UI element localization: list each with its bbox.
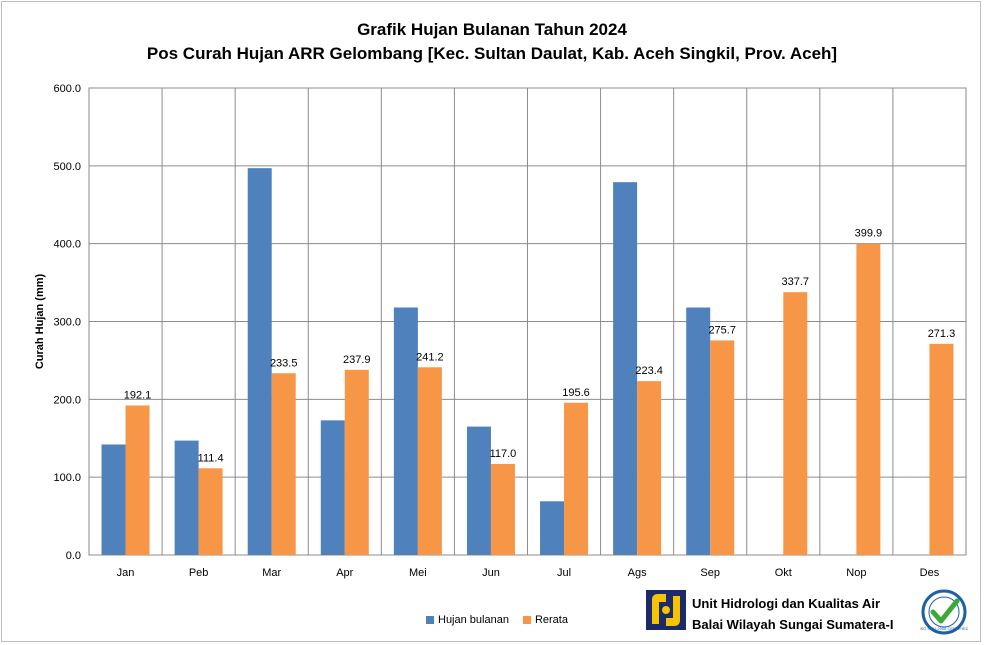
bar-rerata (490, 463, 515, 555)
bar-hujan-bulanan (174, 440, 199, 555)
bar-rerata (198, 468, 223, 555)
data-label: 195.6 (562, 387, 590, 399)
bar-hujan-bulanan (466, 426, 491, 555)
legend-item-rerata: Rerata (522, 614, 568, 626)
bar-rerata (710, 340, 735, 555)
data-label: 111.4 (198, 452, 224, 464)
x-tick-label: Jul (557, 567, 571, 579)
data-label: 337.7 (782, 276, 810, 288)
data-label: 237.9 (343, 354, 371, 366)
x-tick-label: Mei (409, 567, 427, 579)
chart-subtitle: Pos Curah Hujan ARR Gelombang [Kec. Sult… (146, 44, 838, 63)
bar-rerata (125, 405, 150, 555)
bar-rerata (271, 373, 296, 555)
x-tick-label: Jun (482, 567, 500, 579)
chart-legend: Hujan bulanan Rerata (426, 614, 582, 626)
y-tick-label: 0.0 (66, 550, 81, 562)
x-tick-label: Ags (628, 567, 647, 579)
chart-title: Grafik Hujan Bulanan Tahun 2024 (357, 20, 627, 39)
bar-hujan-bulanan (540, 501, 565, 555)
bar-hujan-bulanan (393, 307, 418, 555)
data-label: 223.4 (635, 365, 663, 377)
bar-hujan-bulanan (613, 182, 638, 555)
legend-swatch-hujan-bulanan (426, 616, 434, 624)
data-label: 271.3 (928, 328, 956, 340)
x-tick-label: Okt (775, 567, 792, 579)
x-tick-label: Apr (336, 567, 353, 579)
y-axis-label: Curah Hujan (mm) (34, 273, 46, 369)
data-label: 192.1 (124, 389, 152, 401)
y-tick-label: 100.0 (53, 472, 81, 484)
x-tick-label: Jan (117, 567, 135, 579)
cert-text: ISO 9001:2008 CERTIFIED (920, 626, 968, 631)
bar-rerata (417, 367, 442, 555)
data-label: 233.5 (270, 357, 298, 369)
bar-rerata (637, 381, 662, 555)
y-tick-label: 500.0 (53, 161, 81, 173)
y-tick-label: 400.0 (53, 239, 81, 251)
bar-hujan-bulanan (101, 444, 126, 555)
pu-logo-icon (646, 590, 686, 630)
bar-rerata (783, 292, 808, 555)
x-tick-label: Nop (846, 567, 866, 579)
y-tick-label: 200.0 (53, 394, 81, 406)
data-label: 117.0 (490, 448, 517, 460)
bar-rerata (564, 402, 589, 555)
legend-swatch-rerata (522, 616, 531, 624)
organization-line-2: Balai Wilayah Sungai Sumatera-I (692, 617, 894, 632)
data-label: 399.9 (855, 228, 883, 240)
organization-text: Unit Hidrologi dan Kualitas Air Balai Wi… (692, 593, 893, 635)
bar-hujan-bulanan (320, 420, 345, 555)
legend-item-hujan-bulanan: Hujan bulanan (426, 614, 509, 626)
x-tick-label: Peb (189, 567, 209, 579)
y-tick-label: 600.0 (53, 83, 81, 95)
data-label: 241.2 (416, 351, 444, 363)
x-tick-label: Mar (262, 567, 281, 579)
x-tick-label: Des (920, 567, 940, 579)
bar-rerata (856, 243, 881, 555)
legend-label-rerata: Rerata (534, 614, 568, 626)
legend-label-hujan-bulanan: Hujan bulanan (438, 614, 509, 626)
bar-hujan-bulanan (686, 307, 711, 555)
iso-certified-icon: ISO 9001:2008 CERTIFIED (920, 589, 968, 635)
data-label: 275.7 (708, 324, 736, 336)
x-tick-label: Sep (700, 567, 720, 579)
bar-hujan-bulanan (247, 168, 272, 555)
y-tick-label: 300.0 (53, 317, 81, 329)
organization-line-1: Unit Hidrologi dan Kualitas Air (692, 596, 881, 611)
bar-rerata (929, 343, 954, 555)
bar-rerata (344, 369, 369, 555)
